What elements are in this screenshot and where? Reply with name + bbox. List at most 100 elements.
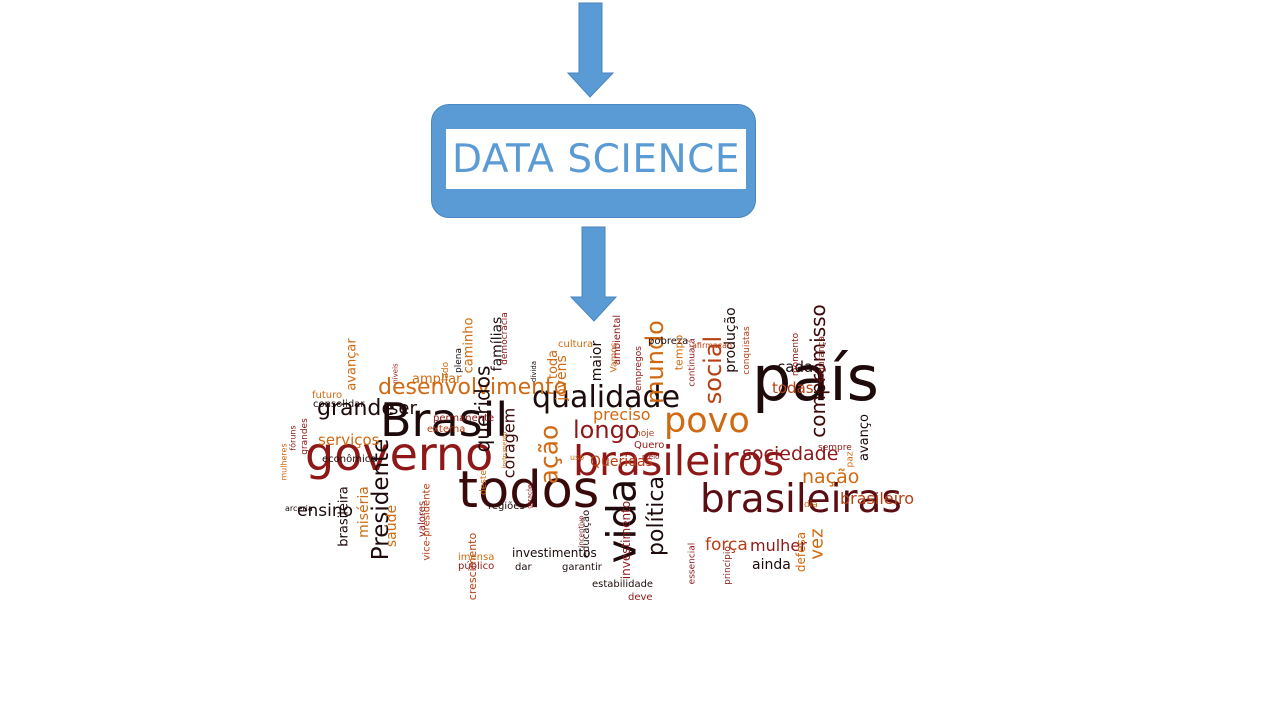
cloud-word: momento [791,332,802,376]
cloud-word: afirmação [692,340,732,350]
cloud-word: ser [389,397,417,419]
cloud-word: desenvolvimento [378,375,568,401]
cloud-word: imensa [458,552,495,563]
cloud-word: deste [479,469,490,495]
cloud-word: país [752,342,879,416]
cloud-word: Vamos [608,342,619,373]
cloud-word: avançar [344,338,360,391]
cloud-word: jovens [553,355,570,401]
cloud-word: qualidade [532,380,681,415]
cloud-word: instrumento [500,431,508,468]
cloud-word: deve [628,592,653,603]
cloud-word: ação [533,424,563,485]
cloud-word: miséria [355,486,372,538]
cloud-word: gerações [526,480,534,509]
cloud-word: ampliar [412,371,462,387]
cloud-word: sociedade [742,442,839,465]
cloud-word: ensino [297,501,353,522]
cloud-word: maior [589,340,606,382]
cloud-word: cultura [558,339,594,350]
cloud-word: consolidar [313,399,365,410]
cloud-word: dívida [530,360,539,382]
cloud-word: Presidente [368,438,395,560]
data-science-label-panel: DATA SCIENCE [446,129,746,189]
cloud-word: garantir [562,562,602,573]
cloud-word: governo [305,427,494,482]
cloud-word: toda [546,349,562,379]
cloud-word: educação [581,509,593,559]
cloud-word: arceria [285,503,313,513]
cloud-word: Brasil [380,393,509,448]
cloud-word: crescimento [466,532,480,600]
cloud-word: paz [844,451,855,468]
arrow-down-top [566,2,615,98]
cloud-word: famílias [488,316,505,371]
cloud-word: cada [777,358,814,376]
cloud-word: uso [570,452,585,462]
cloud-word: hoje [635,428,655,439]
cloud-word: futuro [312,390,343,401]
cloud-word: externa [427,424,466,435]
cloud-word: grandes [299,417,310,455]
data-science-label: DATA SCIENCE [451,136,741,182]
cloud-word: Quero [634,440,665,451]
cloud-word: força [705,535,748,556]
cloud-word: dia [804,499,818,510]
cloud-word: defesa [794,531,809,573]
cloud-word: preciso [593,405,651,425]
cloud-word: incentivo [577,515,586,548]
cloud-word: mundo [640,320,669,404]
cloud-word: permanente [433,413,495,424]
cloud-word: sempre [818,442,852,453]
cloud-word: brasileiros [573,437,785,486]
cloud-word: todas [772,379,814,397]
cloud-word: caminho [460,317,476,374]
cloud-word: regiões [488,501,525,512]
cloud-word: investimento [619,500,634,580]
cloud-word: essencial [686,542,697,585]
cloud-word: fóruns [288,424,298,451]
cloud-word: longo [573,415,640,444]
cloud-word: investimentos [512,546,597,561]
cloud-word: mulher [750,536,807,556]
data-science-box: DATA SCIENCE [431,104,756,218]
cloud-word: serviços [318,431,380,449]
cloud-word: nação [802,465,860,488]
cloud-word: grande [317,396,395,422]
cloud-word: meio [642,453,660,462]
cloud-word: coragem [498,407,518,478]
cloud-word: queridos [469,365,494,452]
cloud-word: todos [458,461,600,521]
cloud-word: avanço [856,413,872,461]
cloud-word: continuará [687,338,698,387]
cloud-word: saúde [384,504,401,548]
cloud-word: estabilidade [592,579,654,590]
cloud-word: mulheres [279,442,289,481]
cloud-word: lado [441,361,452,381]
cloud-word: vice-presidente [421,482,433,561]
arrow-down-bottom [569,226,618,322]
cloud-word: níveis [391,363,400,384]
cloud-word: público [458,561,495,572]
cloud-word: valores [417,500,429,538]
cloud-word: empregos [633,345,644,391]
cloud-word: segurança [817,335,828,383]
cloud-word: tempo [671,334,685,371]
cloud-word: brasileira [336,486,352,547]
cloud-word: política [643,476,669,556]
cloud-word: dar [515,562,532,573]
cloud-word: brasileiras [700,476,902,522]
cloud-word: plena [453,347,464,373]
cloud-word: pobreza [648,336,689,347]
cloud-word: produção [722,307,739,373]
cloud-word: princípio [722,545,733,585]
cloud-word: conquistas [741,325,752,375]
cloud-word: vez [806,527,828,560]
cloud-word: econômico [322,454,377,465]
cloud-word: vida [598,478,645,563]
cloud-word: compromisso [805,304,830,438]
cloud-word: ainda [752,556,791,573]
cloud-word: social [699,335,728,405]
cloud-word: democracia [499,311,510,365]
cloud-word: povo [664,401,750,441]
